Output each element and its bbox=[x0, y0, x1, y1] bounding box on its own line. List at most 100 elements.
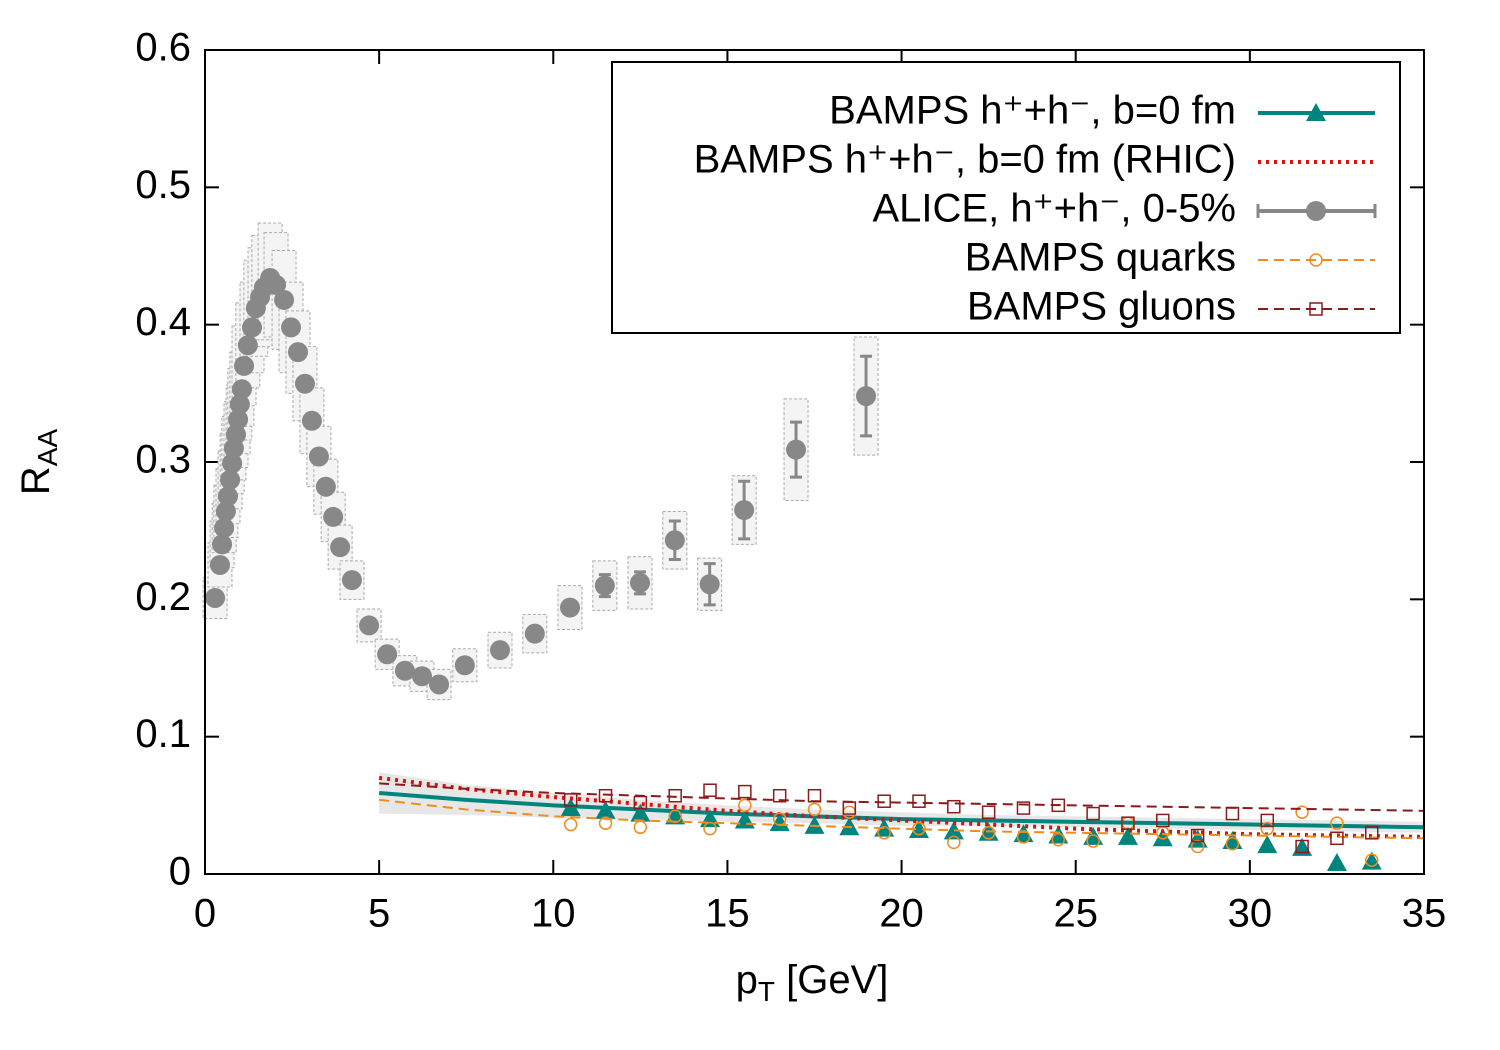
data-point bbox=[1152, 828, 1173, 847]
data-point bbox=[330, 537, 351, 558]
data-point bbox=[209, 555, 230, 575]
data-point bbox=[377, 644, 398, 665]
data-point bbox=[1086, 834, 1100, 848]
legend-marker bbox=[1306, 201, 1326, 221]
data-point bbox=[1365, 853, 1379, 868]
data-point bbox=[738, 784, 752, 799]
data-point bbox=[668, 809, 682, 824]
data-point bbox=[1260, 821, 1275, 836]
x-tick-label: 20 bbox=[879, 892, 924, 936]
data-point bbox=[1051, 832, 1066, 847]
data-point bbox=[1190, 839, 1205, 854]
legend-label: BAMPS quarks bbox=[965, 236, 1236, 280]
data-point bbox=[1225, 806, 1240, 821]
data-point bbox=[323, 506, 344, 527]
data-point bbox=[281, 317, 302, 338]
data-point bbox=[1361, 851, 1382, 870]
data-point bbox=[1330, 816, 1344, 830]
data-point bbox=[1222, 831, 1243, 850]
data-point bbox=[1013, 824, 1034, 843]
data-point bbox=[205, 587, 226, 608]
x-label-rest: [GeV] bbox=[775, 958, 888, 1002]
data-point bbox=[1225, 837, 1240, 851]
data-point bbox=[1016, 830, 1031, 844]
y-tick-label: 0.2 bbox=[135, 575, 191, 619]
data-point bbox=[234, 355, 255, 376]
data-point bbox=[1016, 801, 1031, 815]
data-point bbox=[943, 821, 964, 840]
x-axis-label: pT [GeV] bbox=[736, 958, 889, 1008]
data-point bbox=[1260, 813, 1275, 828]
data-point bbox=[877, 794, 891, 808]
legend-label: BAMPS h⁺+h⁻, b=0 fm bbox=[829, 89, 1236, 133]
x-tick-label: 15 bbox=[705, 892, 750, 936]
legend-label: BAMPS gluons bbox=[967, 285, 1236, 329]
data-point bbox=[489, 640, 510, 661]
data-point bbox=[1190, 828, 1205, 843]
data-point bbox=[1156, 813, 1170, 828]
data-point bbox=[429, 674, 450, 695]
y-tick-label: 0 bbox=[169, 850, 191, 894]
x-tick-label: 35 bbox=[1402, 892, 1447, 936]
data-point bbox=[394, 660, 415, 681]
data-point bbox=[228, 409, 249, 430]
data-point bbox=[237, 335, 258, 356]
x-tick-label: 25 bbox=[1053, 892, 1098, 936]
data-point bbox=[947, 835, 961, 850]
data-point bbox=[668, 788, 682, 803]
data-point bbox=[563, 817, 578, 832]
y-tick-label: 0.1 bbox=[135, 712, 191, 756]
data-point bbox=[598, 788, 613, 803]
data-point bbox=[212, 534, 233, 555]
data-point bbox=[734, 500, 755, 521]
data-point bbox=[222, 453, 243, 474]
data-point bbox=[242, 317, 263, 338]
data-point bbox=[274, 289, 295, 310]
data-point bbox=[786, 439, 807, 460]
y-tick-label: 0.6 bbox=[135, 26, 191, 70]
data-point bbox=[703, 821, 717, 836]
data-point bbox=[1257, 835, 1278, 854]
data-point bbox=[772, 788, 787, 803]
x-label-base: p bbox=[736, 958, 758, 1002]
legend-caps bbox=[1256, 204, 1377, 218]
model-curve bbox=[379, 798, 1425, 840]
data-point bbox=[874, 818, 895, 837]
data-point bbox=[287, 342, 308, 363]
legend-box bbox=[611, 61, 1401, 334]
data-point bbox=[215, 501, 236, 522]
data-point bbox=[981, 805, 996, 819]
y-label-base: R bbox=[14, 466, 58, 495]
data-point bbox=[1330, 831, 1344, 846]
data-point bbox=[912, 794, 926, 808]
data-point bbox=[595, 800, 616, 819]
data-point bbox=[1365, 826, 1379, 840]
y-tick-label: 0.4 bbox=[135, 300, 191, 344]
data-point bbox=[359, 615, 380, 636]
data-point bbox=[1292, 837, 1313, 856]
x-tick-label: 10 bbox=[531, 892, 576, 936]
data-point bbox=[1121, 816, 1135, 830]
data-point bbox=[594, 575, 615, 596]
legend-label: BAMPS h⁺+h⁻, b=0 fm (RHIC) bbox=[694, 138, 1236, 182]
data-point bbox=[630, 803, 651, 822]
data-point bbox=[981, 826, 996, 840]
legend-label: ALICE, h⁺+h⁻, 0-5% bbox=[872, 187, 1236, 231]
data-point bbox=[560, 597, 581, 618]
data-point bbox=[1295, 805, 1309, 819]
data-point bbox=[563, 793, 578, 807]
legend-marker bbox=[1306, 103, 1326, 121]
data-point bbox=[229, 394, 250, 415]
data-point bbox=[807, 802, 822, 817]
data-point bbox=[214, 517, 235, 538]
data-point bbox=[1086, 806, 1100, 821]
model-curve bbox=[378, 775, 1425, 839]
data-point bbox=[1083, 826, 1104, 845]
data-point bbox=[315, 476, 336, 497]
y-label-sub: AA bbox=[32, 429, 63, 467]
data-point bbox=[664, 530, 685, 551]
data-point bbox=[294, 373, 315, 394]
data-point bbox=[633, 795, 648, 810]
y-axis-label: RAA bbox=[14, 429, 64, 496]
